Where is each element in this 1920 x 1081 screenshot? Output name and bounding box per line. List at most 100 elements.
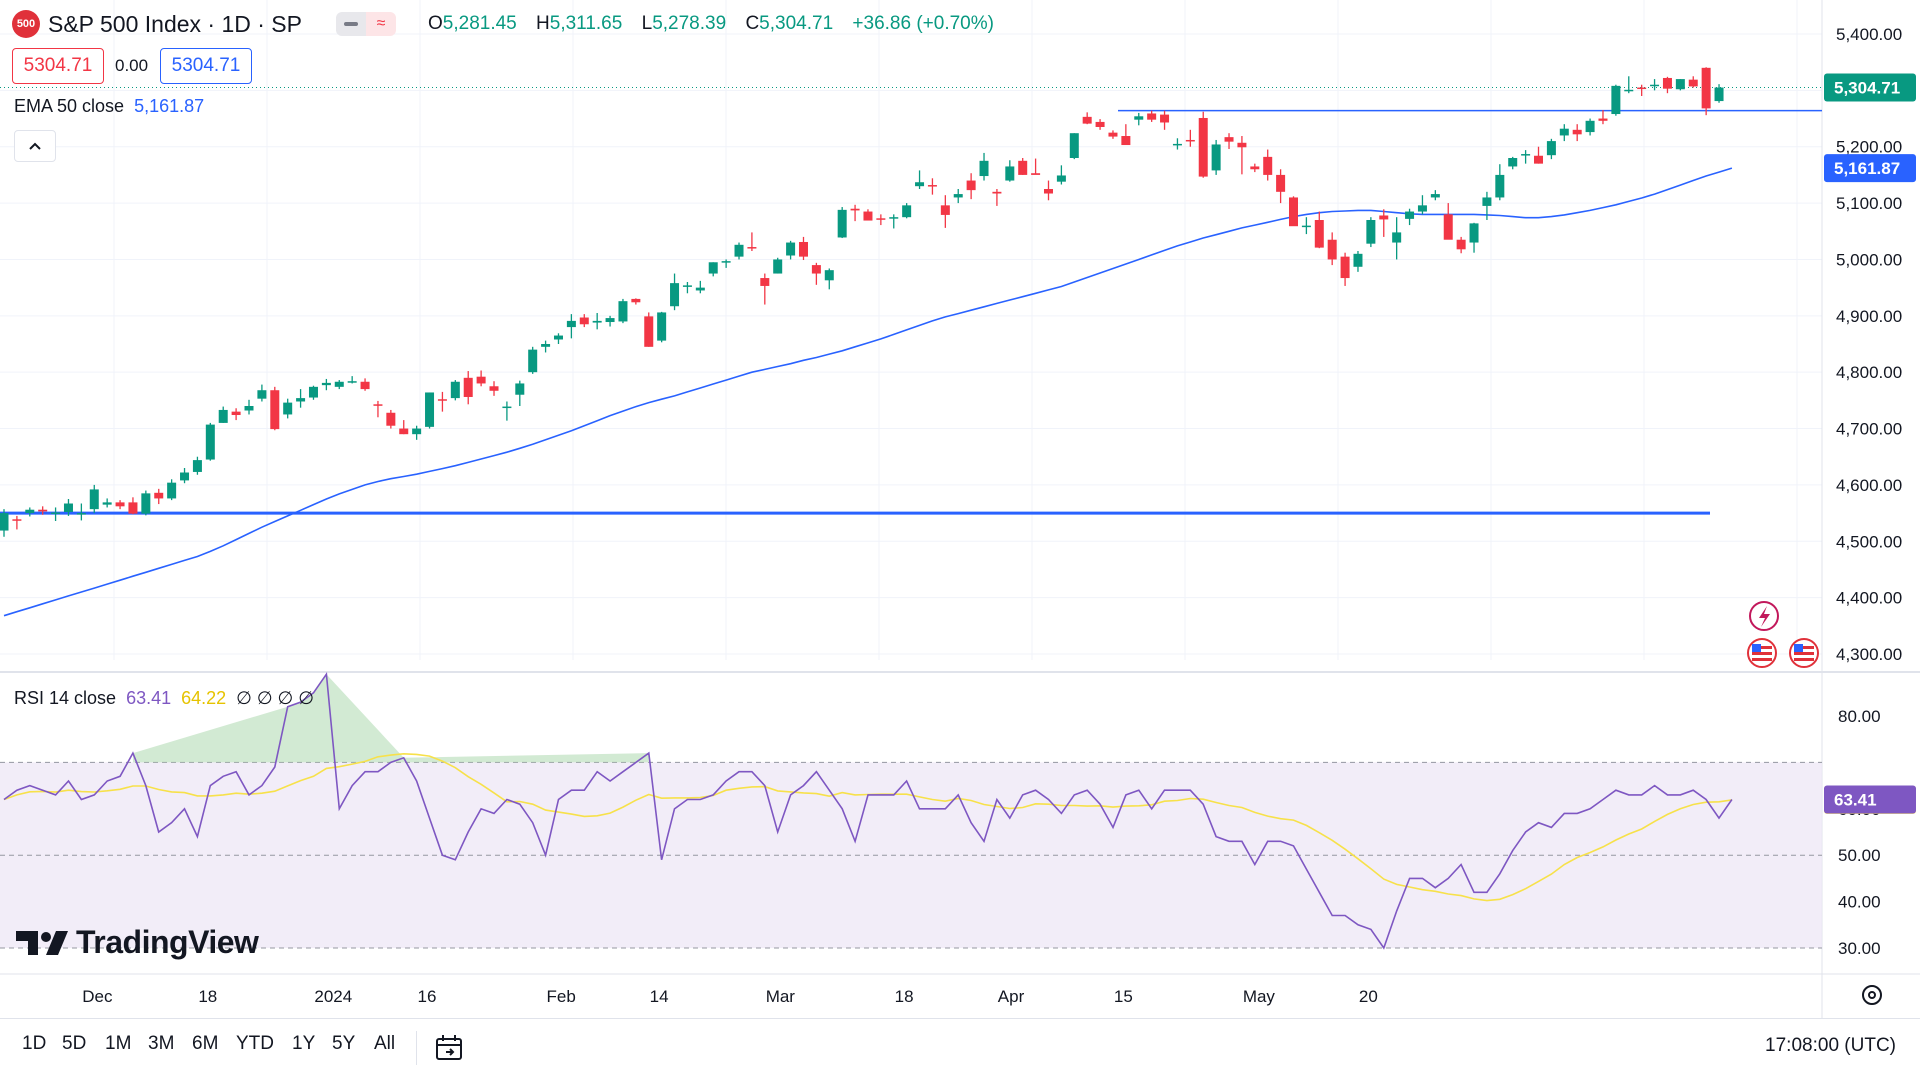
candle bbox=[89, 484, 99, 514]
range-5d-button[interactable]: 5D bbox=[62, 1033, 87, 1054]
candle bbox=[528, 346, 538, 374]
candle bbox=[180, 468, 190, 484]
candle bbox=[927, 178, 937, 195]
us-flag-icon[interactable] bbox=[1789, 638, 1819, 668]
candle bbox=[1688, 76, 1698, 88]
candle bbox=[992, 189, 1002, 206]
range-1d-button[interactable]: 1D bbox=[22, 1033, 47, 1054]
candle bbox=[811, 262, 821, 285]
collapse-legend-button[interactable] bbox=[14, 130, 56, 162]
price-tick-label: 5,000.00 bbox=[1836, 250, 1902, 269]
rsi-tick-label: 40.00 bbox=[1838, 893, 1881, 912]
candle bbox=[1379, 209, 1389, 237]
price-tick-label: 5,400.00 bbox=[1836, 25, 1902, 44]
candle bbox=[953, 189, 963, 204]
time-axis[interactable]: Dec 18 2024 16 Feb 14 Mar 18 Apr 15 May 20 bbox=[82, 987, 1378, 1006]
price-tick-label: 4,400.00 bbox=[1836, 589, 1902, 608]
candle bbox=[1069, 133, 1079, 160]
price-scale[interactable]: 5,400.00 5,200.00 5,100.00 5,000.00 4,900.00… bbox=[1824, 25, 1916, 664]
candle bbox=[51, 507, 61, 521]
candle bbox=[1417, 195, 1427, 215]
candle bbox=[1392, 217, 1402, 260]
sell-price-box[interactable]: 5304.71 bbox=[12, 48, 104, 84]
candle bbox=[76, 503, 86, 521]
time-tick-label: 18 bbox=[198, 987, 217, 1006]
candle bbox=[1637, 84, 1647, 96]
candle bbox=[824, 268, 834, 290]
candle bbox=[167, 479, 177, 501]
candle bbox=[1662, 76, 1672, 94]
candle bbox=[786, 240, 796, 260]
time-tick-label: 14 bbox=[650, 987, 669, 1006]
chart-icons bbox=[1747, 601, 1882, 1005]
candle bbox=[296, 389, 306, 408]
horizontal-levels[interactable] bbox=[0, 109, 1822, 515]
ema-value: 5,161.87 bbox=[134, 96, 205, 116]
candle bbox=[1198, 111, 1208, 178]
chart-canvas[interactable]: 5,400.00 5,200.00 5,100.00 5,000.00 4,900.00… bbox=[0, 0, 1920, 1018]
candle bbox=[1559, 124, 1569, 142]
candle bbox=[1701, 67, 1711, 116]
rsi-ma-value: 64.22 bbox=[181, 688, 227, 708]
market-status-pill[interactable]: ≈ bbox=[336, 12, 396, 36]
range-5y-button[interactable]: 5Y bbox=[332, 1033, 356, 1054]
candle bbox=[321, 378, 331, 391]
candle bbox=[25, 507, 35, 517]
candle bbox=[618, 298, 628, 324]
bottom-toolbar: 1D 5D 1M 3M 6M YTD 1Y 5Y All 17:08:00 (U… bbox=[0, 1018, 1920, 1081]
buy-price-box[interactable]: 5304.71 bbox=[160, 48, 252, 84]
candle bbox=[747, 232, 757, 251]
candle bbox=[1263, 149, 1273, 181]
range-6m-button[interactable]: 6M bbox=[192, 1033, 219, 1054]
range-1m-button[interactable]: 1M bbox=[105, 1033, 132, 1054]
candle bbox=[1224, 133, 1234, 149]
candle bbox=[489, 381, 499, 396]
price-tick-label: 5,100.00 bbox=[1836, 194, 1902, 213]
range-1y-button[interactable]: 1Y bbox=[292, 1033, 316, 1054]
candle bbox=[128, 497, 138, 515]
candle bbox=[1598, 110, 1608, 125]
calendar-goto-icon[interactable] bbox=[434, 1033, 464, 1063]
candle bbox=[1031, 158, 1041, 175]
candle bbox=[0, 509, 9, 537]
candle bbox=[1250, 163, 1260, 173]
candle bbox=[850, 204, 860, 222]
time-tick-label: 15 bbox=[1114, 987, 1133, 1006]
candle bbox=[1714, 84, 1724, 103]
candle bbox=[1340, 252, 1350, 286]
us-flag-icon[interactable] bbox=[1747, 638, 1777, 668]
utc-clock[interactable]: 17:08:00 (UTC) bbox=[1765, 1035, 1896, 1056]
ema-legend[interactable]: EMA 50 close 5,161.87 bbox=[14, 96, 204, 117]
range-all-button[interactable]: All bbox=[374, 1033, 396, 1054]
tradingview-logo-icon bbox=[16, 930, 68, 955]
price-gridlines bbox=[0, 0, 1920, 1018]
rsi-lines bbox=[3, 671, 1733, 950]
range-ytd-button[interactable]: YTD bbox=[236, 1033, 274, 1054]
candle bbox=[760, 273, 770, 305]
brand-name: TradingView bbox=[76, 924, 259, 960]
candle bbox=[1353, 251, 1363, 272]
change-value: +36.86 (+0.70%) bbox=[852, 13, 994, 34]
candle bbox=[902, 203, 912, 219]
time-tick-label: 20 bbox=[1359, 987, 1378, 1006]
candle bbox=[270, 386, 280, 431]
rsi-value-label: 63.41 bbox=[1834, 791, 1877, 810]
candle bbox=[334, 380, 344, 390]
price-tick-label: 4,500.00 bbox=[1836, 532, 1902, 551]
rsi-line bbox=[3, 671, 1733, 950]
candle bbox=[1508, 156, 1518, 170]
candle bbox=[592, 313, 602, 330]
candle bbox=[798, 236, 808, 261]
candle bbox=[1443, 203, 1453, 240]
candle bbox=[837, 207, 847, 239]
rsi-legend[interactable]: RSI 14 close 63.41 64.22 ∅ ∅ ∅ ∅ bbox=[14, 688, 314, 709]
close-key: C bbox=[745, 13, 760, 34]
candle bbox=[1495, 164, 1505, 201]
candle bbox=[708, 262, 718, 277]
candle bbox=[425, 392, 435, 429]
symbol-title[interactable]: S&P 500 Index · 1D · SP bbox=[48, 10, 302, 37]
lightning-icon[interactable] bbox=[1749, 601, 1779, 631]
range-3m-button[interactable]: 3M bbox=[148, 1033, 175, 1054]
settings-gear-icon[interactable] bbox=[1862, 985, 1882, 1005]
